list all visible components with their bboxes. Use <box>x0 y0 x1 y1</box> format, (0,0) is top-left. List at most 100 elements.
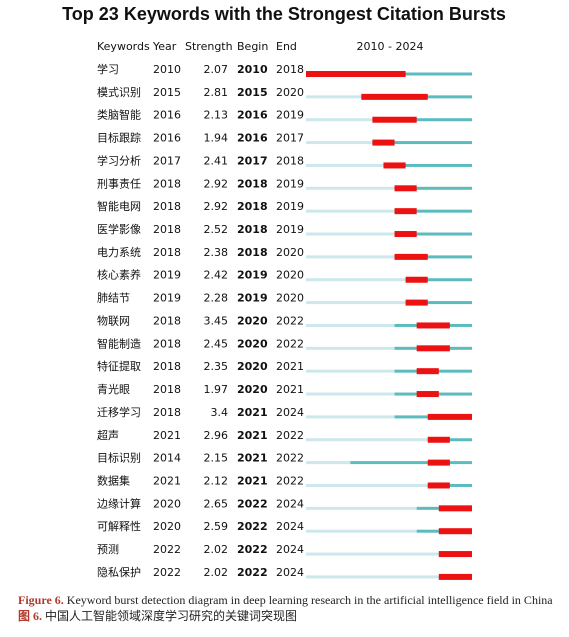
strength: 3.4 <box>211 406 229 419</box>
burst-bar <box>372 116 417 123</box>
timeline-before <box>306 95 362 99</box>
timeline-before <box>306 163 384 167</box>
end: 2024 <box>276 497 304 510</box>
keyword: 学习 <box>97 62 119 76</box>
year: 2022 <box>153 566 181 579</box>
timeline-before <box>306 346 395 350</box>
begin: 2022 <box>237 543 268 556</box>
timeline-before <box>306 232 395 236</box>
keyword: 刑事责任 <box>97 177 141 190</box>
burst-bar <box>438 505 472 512</box>
begin: 2010 <box>237 63 268 76</box>
year: 2016 <box>153 132 181 145</box>
strength: 2.02 <box>204 543 229 556</box>
begin: 2015 <box>237 86 268 99</box>
year: 2018 <box>153 383 181 396</box>
keyword: 学习分析 <box>97 153 141 167</box>
end: 2021 <box>276 360 304 373</box>
keyword: 智能制造 <box>97 336 141 350</box>
keyword: 医学影像 <box>97 222 141 236</box>
year: 2018 <box>153 406 181 419</box>
column-header: Strength <box>185 40 233 53</box>
timeline-active <box>394 186 472 190</box>
caption-text: 中国人工智能领域深度学习研究的关键词突现图 <box>45 608 297 623</box>
burst-bar <box>394 185 417 192</box>
timeline-before <box>306 552 439 556</box>
begin: 2018 <box>237 223 268 236</box>
strength: 2.92 <box>204 200 229 213</box>
keyword: 类脑智能 <box>97 108 141 122</box>
end: 2024 <box>276 543 304 556</box>
keyword: 目标识别 <box>97 451 141 465</box>
keyword: 超声 <box>97 428 119 442</box>
timeline-active <box>405 278 472 282</box>
year: 2018 <box>153 200 181 213</box>
strength: 2.81 <box>204 86 229 99</box>
end: 2017 <box>276 132 304 145</box>
keyword: 电力系统 <box>97 246 141 259</box>
caption-label: 图 6. <box>18 609 42 623</box>
begin: 2022 <box>237 566 268 579</box>
timeline-active <box>372 118 472 122</box>
end: 2024 <box>276 566 304 579</box>
burst-bar <box>405 276 428 283</box>
end: 2022 <box>276 429 304 442</box>
timeline-label: 2010 - 2024 <box>357 40 424 53</box>
column-header: End <box>276 40 297 53</box>
burst-bar <box>394 208 417 215</box>
timeline-before <box>306 323 395 327</box>
burst-bar <box>416 368 439 375</box>
keyword: 可解释性 <box>97 519 141 533</box>
year: 2018 <box>153 360 181 373</box>
begin: 2021 <box>237 406 268 419</box>
end: 2024 <box>276 406 304 419</box>
begin: 2022 <box>237 520 268 533</box>
burst-bar <box>405 299 428 306</box>
end: 2020 <box>276 86 304 99</box>
timeline-active <box>394 232 472 236</box>
burst-bar <box>394 253 428 260</box>
timeline-before <box>306 529 417 533</box>
end: 2019 <box>276 177 304 190</box>
keyword: 智能电网 <box>97 199 141 213</box>
chart-title: Top 23 Keywords with the Strongest Citat… <box>62 4 506 24</box>
timeline-active <box>383 163 472 167</box>
keyword: 隐私保护 <box>97 565 141 579</box>
timeline-before <box>306 278 406 282</box>
caption-cn: 图 6. 中国人工智能领域深度学习研究的关键词突现图 <box>18 608 297 623</box>
year: 2014 <box>153 452 181 465</box>
year: 2021 <box>153 429 181 442</box>
keyword: 数据集 <box>97 473 130 487</box>
strength: 2.45 <box>204 337 229 350</box>
keyword: 特征提取 <box>97 359 141 373</box>
begin: 2019 <box>237 292 268 305</box>
strength: 2.42 <box>204 269 229 282</box>
timeline-before <box>306 483 428 487</box>
burst-bar <box>438 573 472 580</box>
year: 2010 <box>153 63 181 76</box>
end: 2019 <box>276 109 304 122</box>
column-header: Year <box>152 40 177 53</box>
caption-text: Keyword burst detection diagram in deep … <box>67 593 553 607</box>
year: 2018 <box>153 177 181 190</box>
end: 2020 <box>276 292 304 305</box>
timeline-active <box>394 255 472 259</box>
begin: 2021 <box>237 429 268 442</box>
timeline-before <box>306 369 395 373</box>
end: 2018 <box>276 63 304 76</box>
begin: 2018 <box>237 200 268 213</box>
timeline-active <box>372 141 472 145</box>
burst-bar <box>438 528 472 535</box>
keyword: 青光眼 <box>97 382 130 396</box>
burst-bar <box>427 459 450 466</box>
year: 2020 <box>153 497 181 510</box>
timeline-before <box>306 438 428 442</box>
strength: 2.52 <box>204 223 229 236</box>
burst-bar <box>372 139 395 146</box>
begin: 2018 <box>237 177 268 190</box>
column-header: Begin <box>237 40 268 53</box>
keyword: 预测 <box>97 543 119 556</box>
begin: 2016 <box>237 132 268 145</box>
timeline-active <box>350 461 472 465</box>
burst-bar <box>427 413 472 420</box>
